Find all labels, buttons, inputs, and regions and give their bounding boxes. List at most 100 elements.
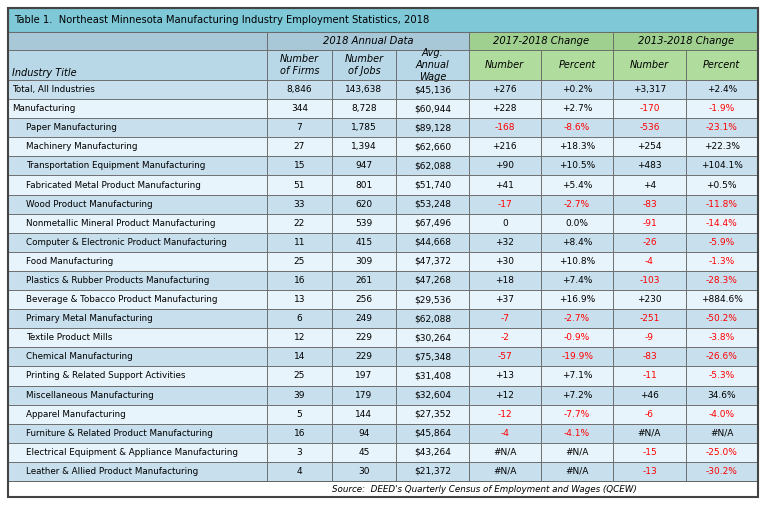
Text: 22: 22 (293, 219, 305, 228)
Bar (469, 367, 541, 385)
Bar (686, 309, 758, 328)
Bar (267, 194, 332, 214)
Text: 229: 229 (355, 352, 372, 362)
Bar (8, 328, 267, 347)
Text: -4.1%: -4.1% (564, 429, 590, 438)
Text: Fabricated Metal Product Manufacturing: Fabricated Metal Product Manufacturing (26, 180, 201, 189)
Text: +37: +37 (496, 295, 514, 304)
Bar (332, 367, 396, 385)
Bar (332, 50, 396, 80)
Bar (332, 214, 396, 233)
Text: -7: -7 (500, 314, 509, 323)
Bar (396, 233, 469, 252)
Text: +18.3%: +18.3% (559, 142, 595, 152)
Bar (267, 99, 332, 118)
Bar (686, 385, 758, 405)
Bar (8, 481, 758, 497)
Bar (267, 32, 469, 50)
Text: 27: 27 (293, 142, 305, 152)
Text: +2.4%: +2.4% (707, 85, 737, 94)
Text: 261: 261 (355, 276, 372, 285)
Bar (332, 347, 396, 367)
Text: -83: -83 (642, 352, 656, 362)
Text: Apparel Manufacturing: Apparel Manufacturing (26, 410, 126, 419)
Text: -14.4%: -14.4% (706, 219, 738, 228)
Text: -17: -17 (497, 199, 512, 209)
Bar (469, 32, 614, 50)
Bar (541, 367, 614, 385)
Bar (267, 309, 332, 328)
Text: -6: -6 (645, 410, 654, 419)
Bar (541, 309, 614, 328)
Bar (614, 118, 686, 137)
Bar (267, 462, 332, 481)
Bar (686, 137, 758, 157)
Bar (469, 347, 541, 367)
Bar (396, 118, 469, 137)
Bar (8, 443, 267, 462)
Text: -3.8%: -3.8% (709, 333, 735, 342)
Text: 8,846: 8,846 (286, 85, 313, 94)
Text: +276: +276 (493, 85, 517, 94)
Text: +8.4%: +8.4% (562, 238, 592, 247)
Text: Machinery Manufacturing: Machinery Manufacturing (26, 142, 138, 152)
Text: +16.9%: +16.9% (559, 295, 595, 304)
Bar (469, 137, 541, 157)
Text: $30,264: $30,264 (414, 333, 451, 342)
Bar (469, 462, 541, 481)
Text: 30: 30 (358, 467, 370, 476)
Text: $44,668: $44,668 (414, 238, 451, 247)
Text: -5.3%: -5.3% (709, 372, 735, 380)
Text: +10.5%: +10.5% (559, 162, 595, 170)
Text: +2.7%: +2.7% (562, 104, 592, 113)
Bar (541, 99, 614, 118)
Bar (396, 99, 469, 118)
Text: +228: +228 (493, 104, 517, 113)
Bar (332, 175, 396, 194)
Text: +4: +4 (643, 180, 656, 189)
Text: 34.6%: 34.6% (708, 390, 736, 399)
Bar (267, 367, 332, 385)
Bar (8, 347, 267, 367)
Text: $75,348: $75,348 (414, 352, 451, 362)
Text: Table 1.  Northeast Minnesota Manufacturing Industry Employment Statistics, 2018: Table 1. Northeast Minnesota Manufacturi… (14, 15, 429, 25)
Bar (8, 32, 267, 50)
Bar (8, 252, 267, 271)
Text: Industry Title: Industry Title (12, 68, 77, 78)
Text: 6: 6 (296, 314, 303, 323)
Bar (332, 80, 396, 99)
Bar (614, 271, 686, 290)
Text: #N/A: #N/A (565, 467, 589, 476)
Bar (332, 385, 396, 405)
Bar (396, 175, 469, 194)
Text: Number: Number (485, 60, 524, 70)
Text: -91: -91 (642, 219, 656, 228)
Bar (541, 405, 614, 424)
Text: Food Manufacturing: Food Manufacturing (26, 257, 113, 266)
Bar (686, 271, 758, 290)
Text: $62,660: $62,660 (414, 142, 451, 152)
Bar (332, 309, 396, 328)
Bar (8, 367, 267, 385)
Text: 229: 229 (355, 333, 372, 342)
Text: $60,944: $60,944 (414, 104, 451, 113)
Text: 179: 179 (355, 390, 372, 399)
Text: -9: -9 (645, 333, 654, 342)
Text: -170: -170 (639, 104, 660, 113)
Text: -103: -103 (639, 276, 660, 285)
Bar (332, 99, 396, 118)
Bar (614, 157, 686, 175)
Bar (469, 290, 541, 309)
Bar (267, 405, 332, 424)
Text: $67,496: $67,496 (414, 219, 451, 228)
Text: 39: 39 (293, 390, 305, 399)
Bar (8, 80, 267, 99)
Bar (541, 175, 614, 194)
Text: 14: 14 (293, 352, 305, 362)
Text: 0: 0 (502, 219, 508, 228)
Text: 801: 801 (355, 180, 372, 189)
Text: -8.6%: -8.6% (564, 123, 591, 132)
Bar (8, 8, 758, 32)
Text: $32,604: $32,604 (414, 390, 451, 399)
Text: $53,248: $53,248 (414, 199, 451, 209)
